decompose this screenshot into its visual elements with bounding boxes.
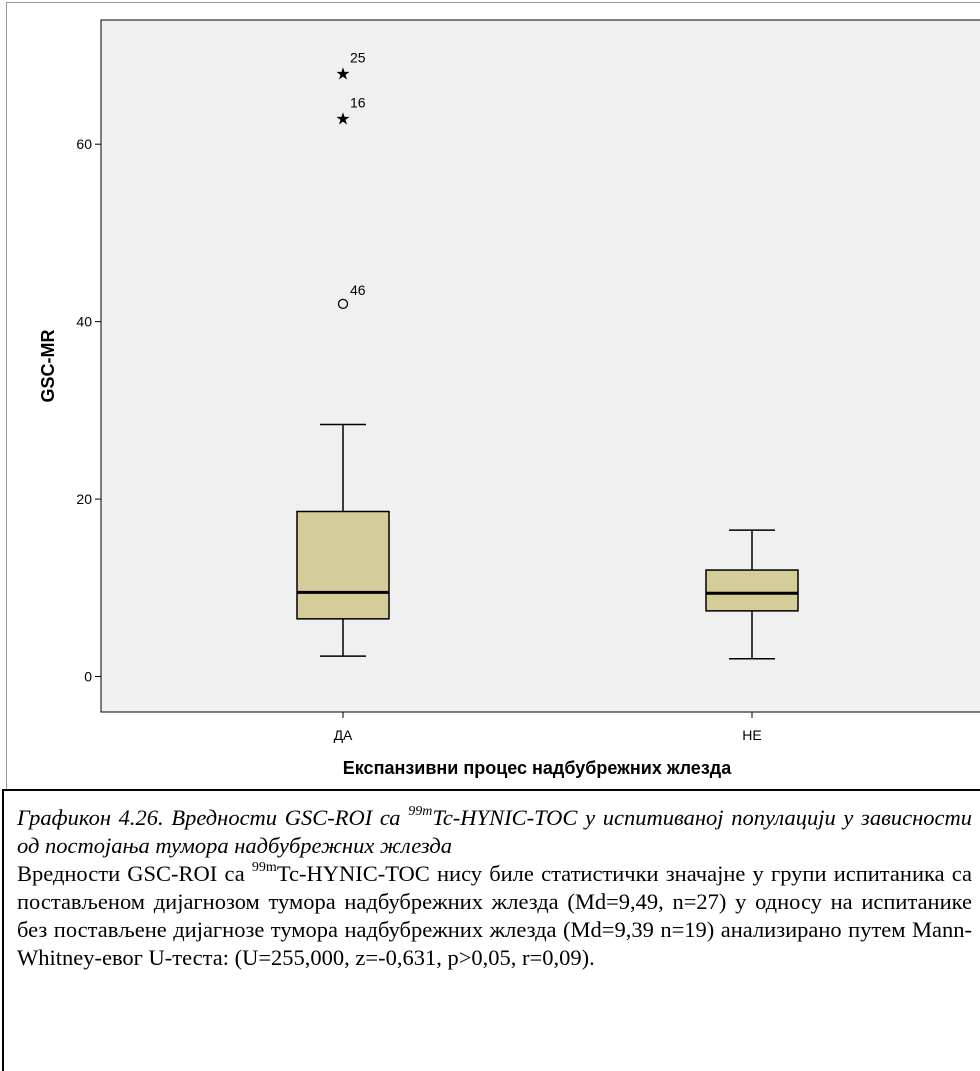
chart-panel: 0 20 40 60 GSC-MR ДА 46 ★ 16 ★ 25 НЕ Експанзивни про… [6, 2, 980, 789]
extreme-star: ★ [335, 64, 350, 84]
outlier-label: 16 [350, 95, 366, 111]
caption-body-superscript: 99m [251, 859, 277, 875]
caption-title-post: Tc-HYNIC-TOC у испитиваној популацији у … [17, 805, 972, 858]
caption-body: Вредности GSC-ROI са 99mTc-HYNIC-TOC нис… [17, 860, 972, 972]
outlier-label: 25 [350, 49, 366, 65]
y-tick-label: 0 [84, 669, 92, 685]
caption-title-superscript: 99m [408, 803, 433, 819]
plot-area [100, 19, 980, 713]
y-tick-label: 20 [76, 491, 92, 507]
outlier-label: 46 [350, 282, 366, 298]
x-axis-label: Експанзивни процес надбубрежних жлезда [343, 758, 732, 778]
caption-title-pre: Графикон 4.26. Вредности GSC-ROI са [17, 805, 409, 830]
x-tick-label: НЕ [742, 727, 761, 743]
caption-body-pre: Вредности GSC-ROI са [17, 861, 252, 886]
caption-body-post: Tc-HYNIC-TOC нису биле статистички знача… [17, 861, 972, 970]
extreme-star: ★ [335, 110, 350, 130]
figure-caption: Графикон 4.26. Вредности GSC-ROI са 99mT… [2, 789, 980, 1071]
y-axis-label: GSC-MR [38, 330, 58, 403]
y-tick-label: 60 [76, 136, 92, 152]
box-iqr [296, 510, 390, 620]
y-tick-label: 40 [76, 314, 92, 330]
outlier-circle [337, 298, 349, 310]
box-iqr [705, 569, 799, 612]
caption-title: Графикон 4.26. Вредности GSC-ROI са 99mT… [17, 804, 972, 860]
x-tick-label: ДА [334, 727, 353, 743]
